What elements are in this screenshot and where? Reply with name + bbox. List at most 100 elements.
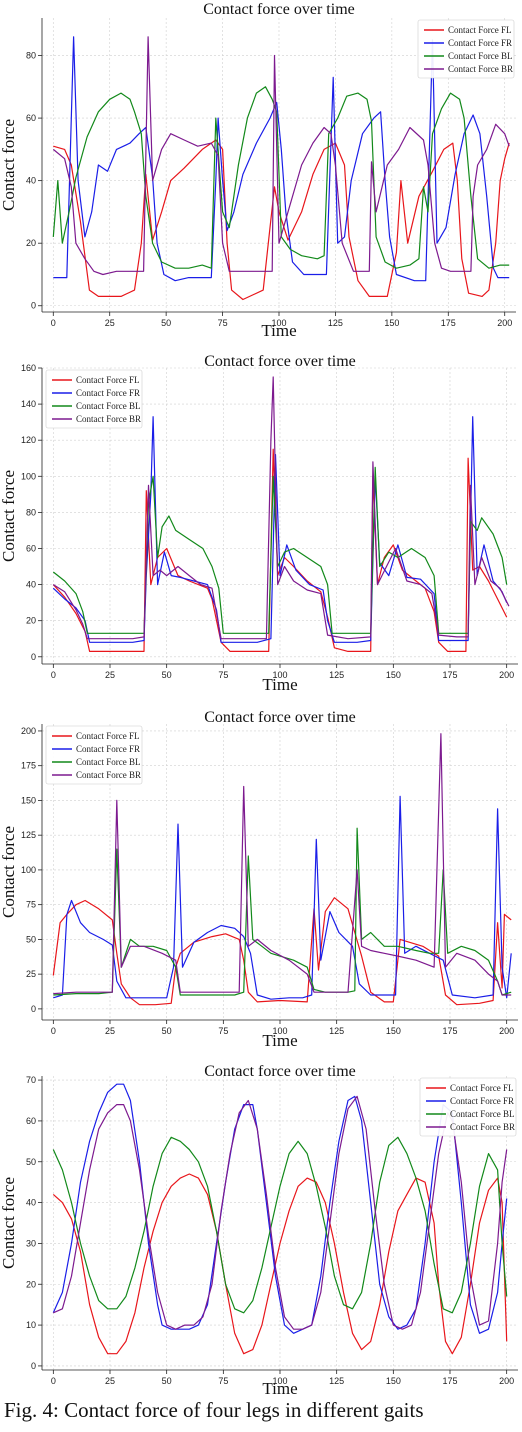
y-axis-label: Contact force	[0, 119, 18, 211]
y-tick-label: 0	[31, 1004, 36, 1014]
x-tick-label: 150	[386, 1026, 401, 1036]
legend-label: Contact Force BR	[76, 414, 141, 424]
series-line-fl	[52, 897, 512, 1006]
y-tick-label: 0	[31, 1361, 36, 1371]
series-line-br	[52, 36, 510, 276]
legend-label: Contact Force BR	[450, 1122, 515, 1132]
series-line-fl	[52, 448, 508, 652]
legend-box	[417, 19, 515, 79]
legend-label: Contact Force BR	[76, 770, 141, 780]
x-axis-label: Time	[261, 321, 296, 340]
y-tick-label: 40	[26, 580, 36, 590]
x-tick-label: 75	[218, 1376, 228, 1386]
legend-label: Contact Force FR	[448, 38, 512, 48]
x-tick-label: 200	[499, 1026, 514, 1036]
y-tick-label: 60	[26, 1116, 36, 1126]
y-axis-label: Contact force	[0, 1177, 18, 1269]
y-tick-label: 25	[26, 969, 36, 979]
figure-caption: Fig. 4: Contact force of four legs in di…	[4, 1398, 424, 1422]
y-tick-label: 125	[21, 830, 36, 840]
x-tick-label: 50	[162, 1026, 172, 1036]
x-tick-label: 125	[329, 1376, 344, 1386]
x-tick-label: 50	[162, 1376, 172, 1386]
x-tick-label: 175	[442, 1026, 457, 1036]
x-tick-label: 25	[105, 318, 115, 328]
y-tick-label: 0	[31, 652, 36, 662]
x-tick-label: 150	[386, 670, 401, 680]
y-tick-label: 140	[21, 399, 36, 409]
y-tick-label: 200	[21, 726, 36, 736]
chart-3: Contact force over time 0 25 50 75 100 125 150 1…	[0, 709, 518, 1050]
legend-label: Contact Force FL	[450, 1083, 514, 1093]
chart-title: Contact force over time	[204, 353, 356, 370]
chart-2: Contact force over time 0 25 50 75 100 125 150 1…	[0, 353, 518, 694]
legend-label: Contact Force BL	[448, 51, 513, 61]
x-tick-label: 25	[105, 670, 115, 680]
x-tick-label: 50	[162, 670, 172, 680]
x-tick-label: 75	[218, 318, 228, 328]
x-tick-label: 100	[272, 670, 287, 680]
y-tick-label: 20	[26, 1279, 36, 1289]
x-axis-label: Time	[262, 675, 297, 694]
legend-label: Contact Force BL	[450, 1109, 515, 1119]
chart-title: Contact force over time	[203, 1, 355, 18]
x-tick-label: 0	[51, 1026, 56, 1036]
x-tick-label: 25	[105, 1026, 115, 1036]
x-axis-label: Time	[262, 1379, 297, 1398]
y-tick-label: 150	[21, 795, 36, 805]
x-tick-label: 75	[218, 670, 228, 680]
y-tick-label: 0	[31, 301, 36, 311]
x-tick-label: 125	[329, 1026, 344, 1036]
series-line-br	[53, 733, 512, 996]
legend: Contact Force FL Contact Force FR Contact …	[45, 725, 143, 785]
x-tick-label: 0	[51, 318, 56, 328]
chart-1: Contact force over time 0 25 50 75 100 125 150 1…	[0, 1, 516, 340]
x-tick-label: 125	[328, 318, 343, 328]
y-tick-label: 75	[26, 900, 36, 910]
x-tick-label: 25	[105, 1376, 115, 1386]
x-tick-label: 0	[51, 670, 56, 680]
y-tick-label: 60	[26, 113, 36, 123]
legend: Contact Force FL Contact Force FR Contact …	[419, 1077, 517, 1137]
y-tick-label: 120	[21, 435, 36, 445]
x-tick-label: 200	[497, 318, 512, 328]
y-tick-label: 100	[21, 865, 36, 875]
legend-label: Contact Force FL	[448, 25, 512, 35]
y-tick-label: 50	[26, 934, 36, 944]
legend-label: Contact Force FL	[76, 375, 140, 385]
y-tick-label: 70	[26, 1075, 36, 1085]
x-axis-label: Time	[262, 1031, 297, 1050]
y-tick-label: 40	[26, 1198, 36, 1208]
series-line-bl	[52, 86, 510, 269]
legend-box	[419, 1077, 517, 1137]
series-line-bl	[53, 827, 512, 996]
series-line-fl	[53, 139, 510, 301]
y-tick-label: 175	[21, 761, 36, 771]
x-tick-label: 200	[499, 670, 514, 680]
legend-box	[45, 725, 143, 785]
y-tick-label: 100	[21, 471, 36, 481]
x-tick-label: 50	[161, 318, 171, 328]
legend-box	[45, 369, 143, 429]
x-tick-label: 200	[499, 1376, 514, 1386]
legend-label: Contact Force FL	[76, 731, 140, 741]
legend-label: Contact Force BL	[76, 401, 141, 411]
y-axis-label: Contact force	[0, 470, 18, 562]
x-tick-label: 100	[272, 1026, 287, 1036]
y-tick-label: 80	[26, 507, 36, 517]
y-tick-label: 40	[26, 176, 36, 186]
y-tick-label: 50	[26, 1157, 36, 1167]
series-line-fl	[52, 1173, 508, 1355]
series-line-fr	[53, 36, 510, 282]
y-tick-label: 20	[26, 238, 36, 248]
x-tick-label: 75	[218, 1026, 228, 1036]
x-tick-label: 150	[384, 318, 399, 328]
series-line-fr	[52, 1083, 508, 1334]
y-tick-label: 60	[26, 543, 36, 553]
y-tick-label: 10	[26, 1320, 36, 1330]
y-tick-label: 160	[21, 363, 36, 373]
y-tick-label: 20	[26, 616, 36, 626]
legend: Contact Force FL Contact Force FR Contact …	[417, 19, 515, 79]
